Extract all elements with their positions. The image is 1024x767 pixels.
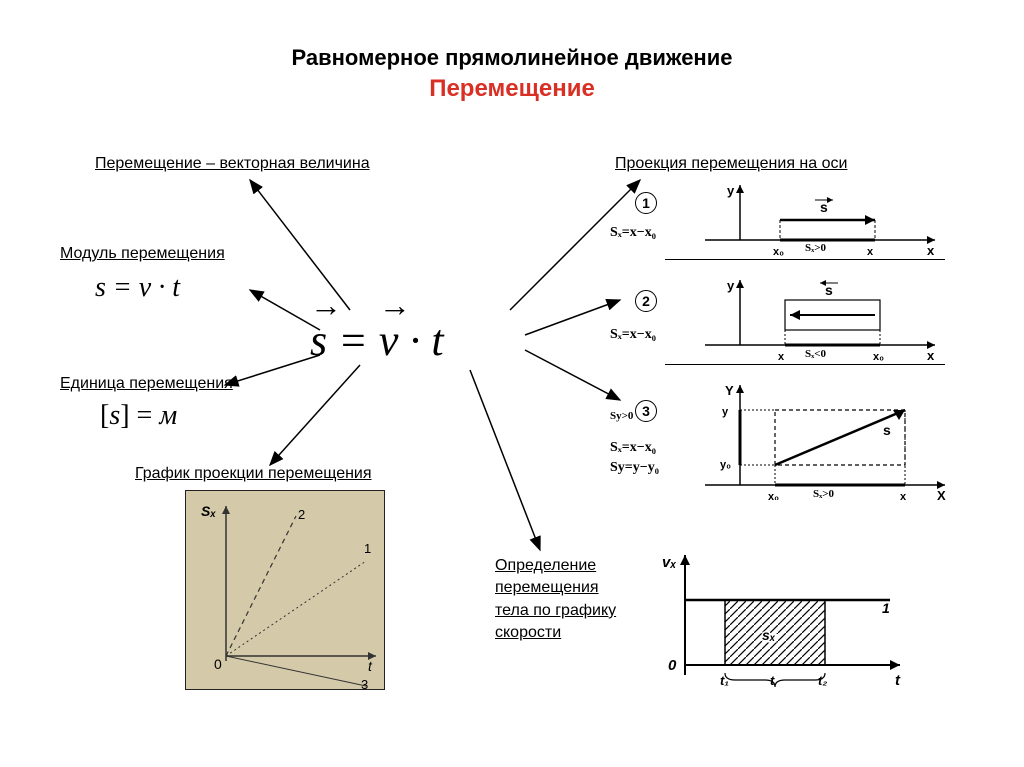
svg-text:x₀: x₀ xyxy=(873,351,884,363)
d3-notey: Sy>0 xyxy=(610,410,633,422)
svg-text:t: t xyxy=(368,658,373,674)
svg-text:x: x xyxy=(867,246,874,258)
velocity-graph: vₓ t 0 1 sₓ t₁ t t₂ xyxy=(650,545,880,695)
svg-text:y: y xyxy=(727,278,735,293)
svg-text:sₓ: sₓ xyxy=(762,627,776,643)
circled-1: 1 xyxy=(635,192,657,214)
svg-text:y: y xyxy=(727,183,735,198)
svg-text:s: s xyxy=(820,199,828,215)
diagram-1: y x s x₀ x Sₓ=x−x₀ Sₓ>0 xyxy=(665,180,945,260)
svg-text:x₀: x₀ xyxy=(768,491,779,500)
svg-text:1: 1 xyxy=(364,541,371,556)
svg-text:t₂: t₂ xyxy=(818,673,827,688)
svg-text:2: 2 xyxy=(298,507,305,522)
circled-2: 2 xyxy=(635,290,657,312)
svg-text:0: 0 xyxy=(668,657,677,674)
circled-3: 3 xyxy=(635,400,657,422)
d2-sx: Sₓ=x−x₀ xyxy=(610,327,656,343)
svg-text:s: s xyxy=(825,282,833,298)
d1-sx: Sₓ=x−x₀ xyxy=(610,225,656,241)
diagram-3: Y X s y y₀ x₀ x Sₓ=x−x₀ Sy=y−y₀ Sy>0 Sₓ>… xyxy=(665,380,955,500)
svg-text:y₀: y₀ xyxy=(720,459,731,471)
svg-text:0: 0 xyxy=(214,656,222,672)
svg-text:x: x xyxy=(927,348,935,363)
svg-text:t₁: t₁ xyxy=(720,673,729,688)
svg-text:y: y xyxy=(722,406,729,418)
d3-notex: Sₓ>0 xyxy=(813,488,834,500)
d3-sy: Sy=y−y₀ xyxy=(610,460,659,476)
svg-text:x: x xyxy=(927,243,935,258)
svg-text:x: x xyxy=(778,351,785,363)
svg-text:X: X xyxy=(937,488,946,500)
svg-text:vₓ: vₓ xyxy=(662,554,676,571)
diagram-2: y x s x x₀ Sₓ=x−x₀ Sₓ<0 xyxy=(665,275,945,365)
svg-text:Y: Y xyxy=(725,383,734,398)
svg-text:t: t xyxy=(895,672,901,689)
svg-text:3: 3 xyxy=(361,677,368,691)
svg-text:1: 1 xyxy=(882,600,890,616)
svg-text:x: x xyxy=(900,491,907,500)
svg-text:Sₓ: Sₓ xyxy=(201,503,216,519)
d3-sx: Sₓ=x−x₀ xyxy=(610,440,656,456)
svg-text:s: s xyxy=(883,422,891,438)
d1-note: Sₓ>0 xyxy=(805,242,826,254)
d2-note: Sₓ<0 xyxy=(805,348,826,360)
svg-text:x₀: x₀ xyxy=(773,246,784,258)
projection-graph: Sₓ t 0 2 1 3 xyxy=(185,490,385,690)
